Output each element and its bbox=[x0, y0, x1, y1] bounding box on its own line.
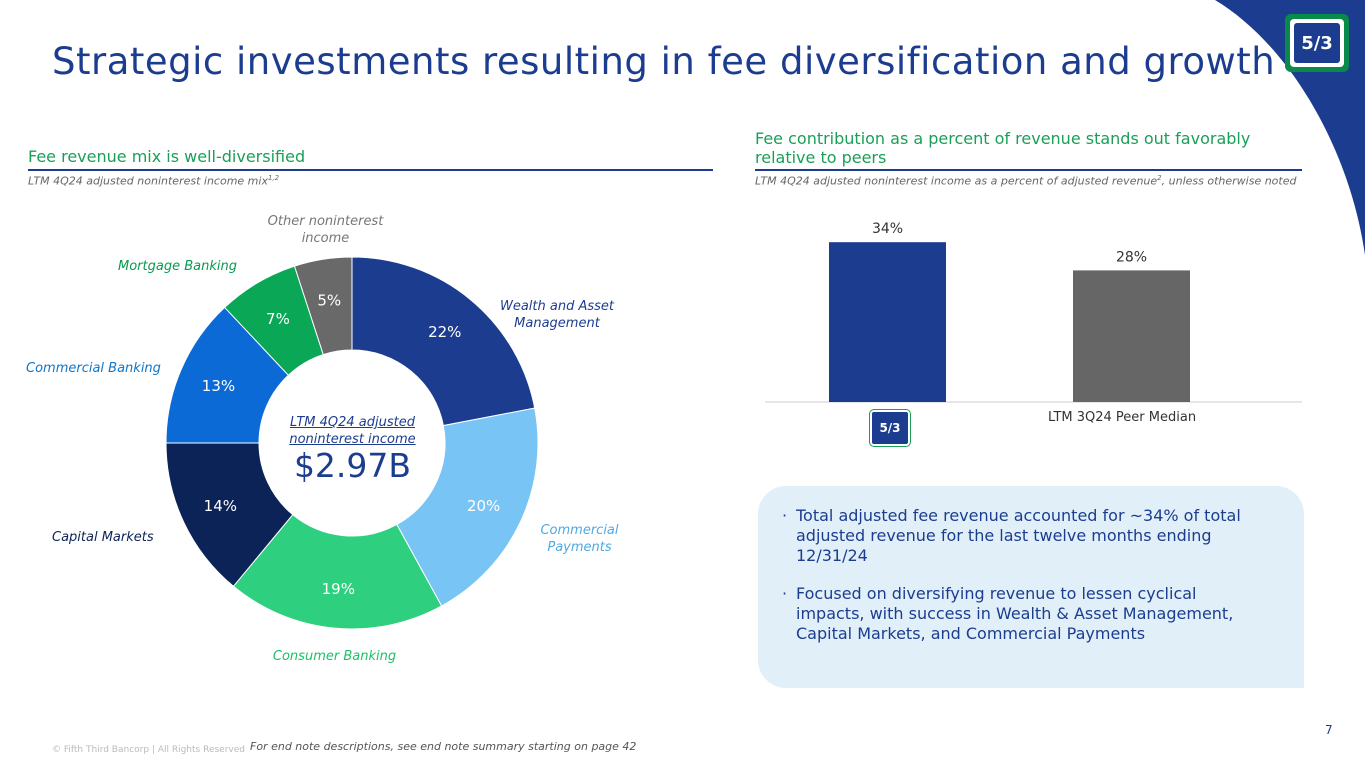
left-section-heading: Fee revenue mix is well-diversified bbox=[28, 147, 306, 166]
donut-value-label-6: 5% bbox=[317, 291, 341, 309]
donut-slice-0 bbox=[351, 256, 536, 427]
segment-label-other: Other noninterest income bbox=[267, 214, 384, 246]
key-points-callout: Total adjusted fee revenue accounted for… bbox=[758, 486, 1304, 688]
right-section-rule bbox=[755, 169, 1302, 171]
peer-median-caption: LTM 3Q24 Peer Median bbox=[1048, 410, 1197, 425]
donut-value-label-3: 14% bbox=[204, 497, 237, 515]
donut-value-label-4: 13% bbox=[202, 377, 235, 395]
footer-copyright: © Fifth Third Bancorp | All Rights Reser… bbox=[52, 745, 245, 755]
page-title: Strategic investments resulting in fee d… bbox=[52, 40, 1276, 83]
donut-slice-1 bbox=[396, 407, 539, 607]
bar-0 bbox=[829, 242, 946, 402]
segment-label-wealth: Wealth and Asset Management bbox=[499, 299, 615, 331]
bar-1 bbox=[1073, 270, 1190, 402]
donut-slice-6 bbox=[293, 256, 353, 356]
fifth-third-small-logo: 5/3 bbox=[869, 409, 911, 447]
left-section-subnote: LTM 4Q24 adjusted noninterest income mix… bbox=[28, 174, 280, 188]
key-points-list: Total adjusted fee revenue accounted for… bbox=[758, 506, 1304, 644]
bar-value-label-1: 28% bbox=[1116, 249, 1147, 265]
key-point-1: Total adjusted fee revenue accounted for… bbox=[782, 506, 1304, 566]
right-section-subnote: LTM 4Q24 adjusted noninterest income as … bbox=[755, 174, 1297, 188]
fee-mix-donut-chart: 22% 20% 19% 14% 13% 7% 5% bbox=[165, 256, 539, 630]
key-point-2: Focused on diversifying revenue to lesse… bbox=[782, 584, 1304, 644]
donut-center-label: LTM 4Q24 adjusted noninterest income bbox=[289, 415, 416, 447]
donut-value-label-5: 7% bbox=[266, 310, 290, 328]
fee-contribution-bar-chart: 34% 28% bbox=[765, 221, 1302, 403]
footer-end-note: For end note descriptions, see end note … bbox=[250, 740, 637, 753]
donut-slice-2 bbox=[232, 513, 443, 630]
donut-value-label-2: 19% bbox=[322, 580, 355, 598]
donut-value-label-0: 22% bbox=[428, 323, 461, 341]
right-section-heading: Fee contribution as a percent of revenue… bbox=[755, 129, 1251, 167]
segment-label-mortgage-banking: Mortgage Banking bbox=[118, 259, 237, 274]
fifth-third-logo: 5/3 bbox=[1285, 14, 1349, 72]
segment-label-commercial-payments: Commercial Payments bbox=[540, 523, 619, 555]
donut-value-label-1: 20% bbox=[467, 497, 500, 515]
left-section-rule bbox=[28, 169, 713, 171]
segment-label-consumer-banking: Consumer Banking bbox=[272, 649, 397, 664]
bar-value-label-0: 34% bbox=[872, 221, 903, 237]
segment-label-commercial-banking: Commercial Banking bbox=[26, 361, 161, 376]
donut-center-value: $2.97B bbox=[293, 446, 412, 485]
segment-label-capital-markets: Capital Markets bbox=[52, 530, 154, 545]
page-number: 7 bbox=[1325, 723, 1333, 737]
logo-mark: 5/3 bbox=[1294, 23, 1340, 63]
